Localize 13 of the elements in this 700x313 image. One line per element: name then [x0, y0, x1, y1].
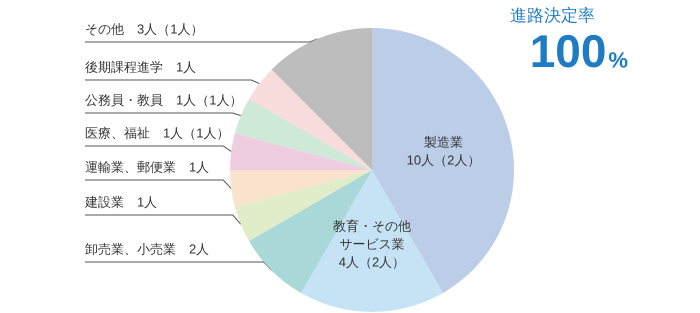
slice-label: 卸売業、小売業 2人	[85, 242, 210, 256]
slice-label: 運輸業、郵便業 1人	[85, 160, 210, 174]
slice-label: 医療、福祉 1人（1人）	[85, 126, 230, 140]
text: 進路決定率	[510, 6, 595, 25]
slice-label: 教育・その他サービス業	[333, 218, 411, 252]
text: 100%	[530, 25, 628, 77]
data-label: 4人（2人）	[338, 254, 406, 270]
slice-label: 製造業	[424, 134, 463, 150]
slice-label: 公務員・教員 1人（1人）	[85, 92, 242, 108]
slice-label: その他 3人（1人）	[85, 22, 204, 36]
data-label: 10人（2人）	[406, 152, 480, 168]
slice-label: 建設業 1人	[84, 194, 158, 210]
slice-label: 後期課程進学 1人	[85, 60, 196, 74]
